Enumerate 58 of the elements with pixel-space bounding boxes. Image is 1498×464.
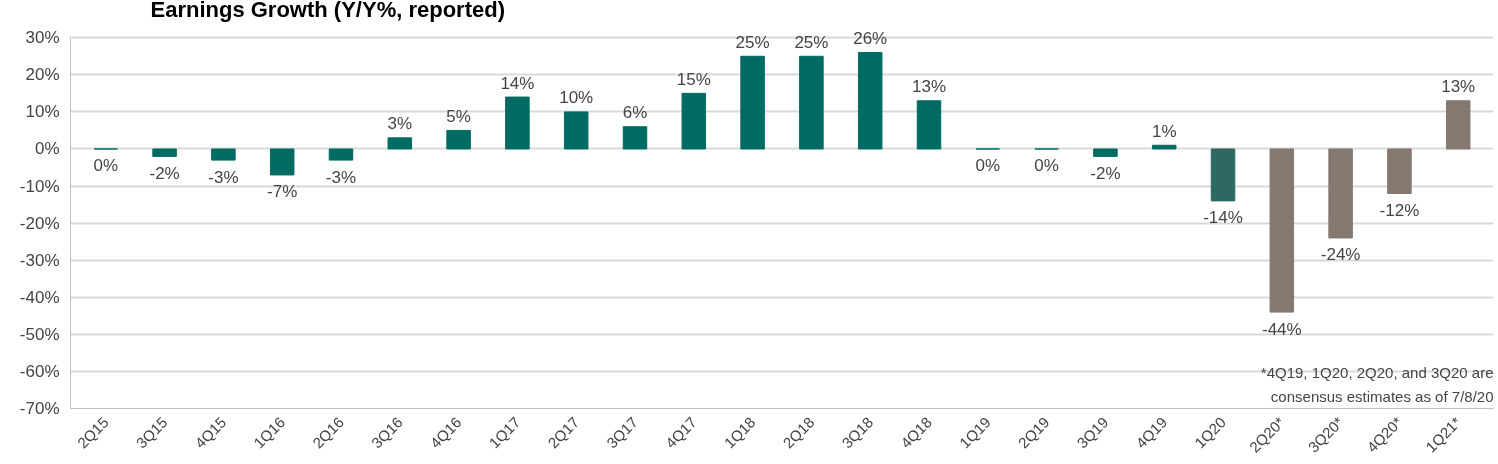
bar [152, 148, 177, 157]
data-label: -3% [325, 167, 357, 187]
data-label: -2% [1090, 163, 1121, 183]
bar [505, 96, 530, 150]
y-tick-label: -30% [19, 250, 60, 270]
chart-title: Earnings Growth (Y/Y%, reported) [150, 0, 505, 22]
data-label: -44% [1261, 319, 1302, 339]
data-label: 14% [500, 73, 535, 93]
bar [211, 148, 236, 161]
data-label: -7% [267, 182, 298, 202]
data-label: 1% [1151, 121, 1177, 141]
data-label: 15% [676, 69, 711, 89]
data-label: 25% [794, 32, 829, 52]
data-label: -14% [1203, 208, 1243, 228]
bar [799, 55, 824, 150]
data-label: 3% [387, 114, 413, 134]
data-label: 25% [735, 32, 770, 52]
bar [1387, 148, 1412, 194]
bar [740, 55, 765, 150]
y-tick-label: -10% [19, 176, 60, 196]
bar [1328, 148, 1353, 239]
data-label: 13% [1441, 77, 1476, 97]
y-tick-label: -40% [19, 287, 60, 307]
data-label: -12% [1379, 200, 1420, 220]
data-label: -3% [208, 167, 239, 187]
y-tick-label: 0% [34, 139, 60, 159]
data-label: 0% [1034, 156, 1059, 176]
bar [1269, 148, 1295, 313]
data-label: 0% [93, 156, 119, 176]
data-label: -2% [149, 163, 180, 183]
bar [328, 148, 354, 161]
bar [1093, 148, 1118, 157]
data-label: 6% [622, 103, 648, 123]
y-tick-label: 30% [25, 28, 60, 48]
bar [1210, 148, 1236, 202]
data-label: 0% [975, 156, 1001, 176]
bar [387, 137, 413, 150]
y-tick-label: 20% [25, 65, 60, 85]
data-label: 13% [911, 77, 947, 97]
data-label: -24% [1320, 245, 1361, 265]
bar [563, 111, 589, 150]
data-label: 26% [853, 29, 888, 49]
y-tick-label: -70% [19, 399, 60, 418]
data-label: 5% [446, 106, 471, 126]
bar [1151, 144, 1177, 150]
bar [622, 126, 648, 150]
y-tick-label: -20% [19, 213, 60, 233]
annotation: *4Q19, 1Q20, 2Q20, and 3Q20 are consensus estimates as of 7/8/20 [1260, 363, 1494, 405]
y-tick-label: 10% [25, 102, 60, 122]
y-tick-label: -50% [19, 324, 60, 344]
bar [446, 129, 471, 150]
bar [1445, 100, 1471, 150]
data-label: 10% [559, 88, 594, 108]
bar [857, 52, 883, 150]
y-tick-label: -60% [19, 361, 60, 381]
bar [681, 92, 707, 150]
bar [269, 148, 295, 176]
bar [916, 100, 942, 150]
